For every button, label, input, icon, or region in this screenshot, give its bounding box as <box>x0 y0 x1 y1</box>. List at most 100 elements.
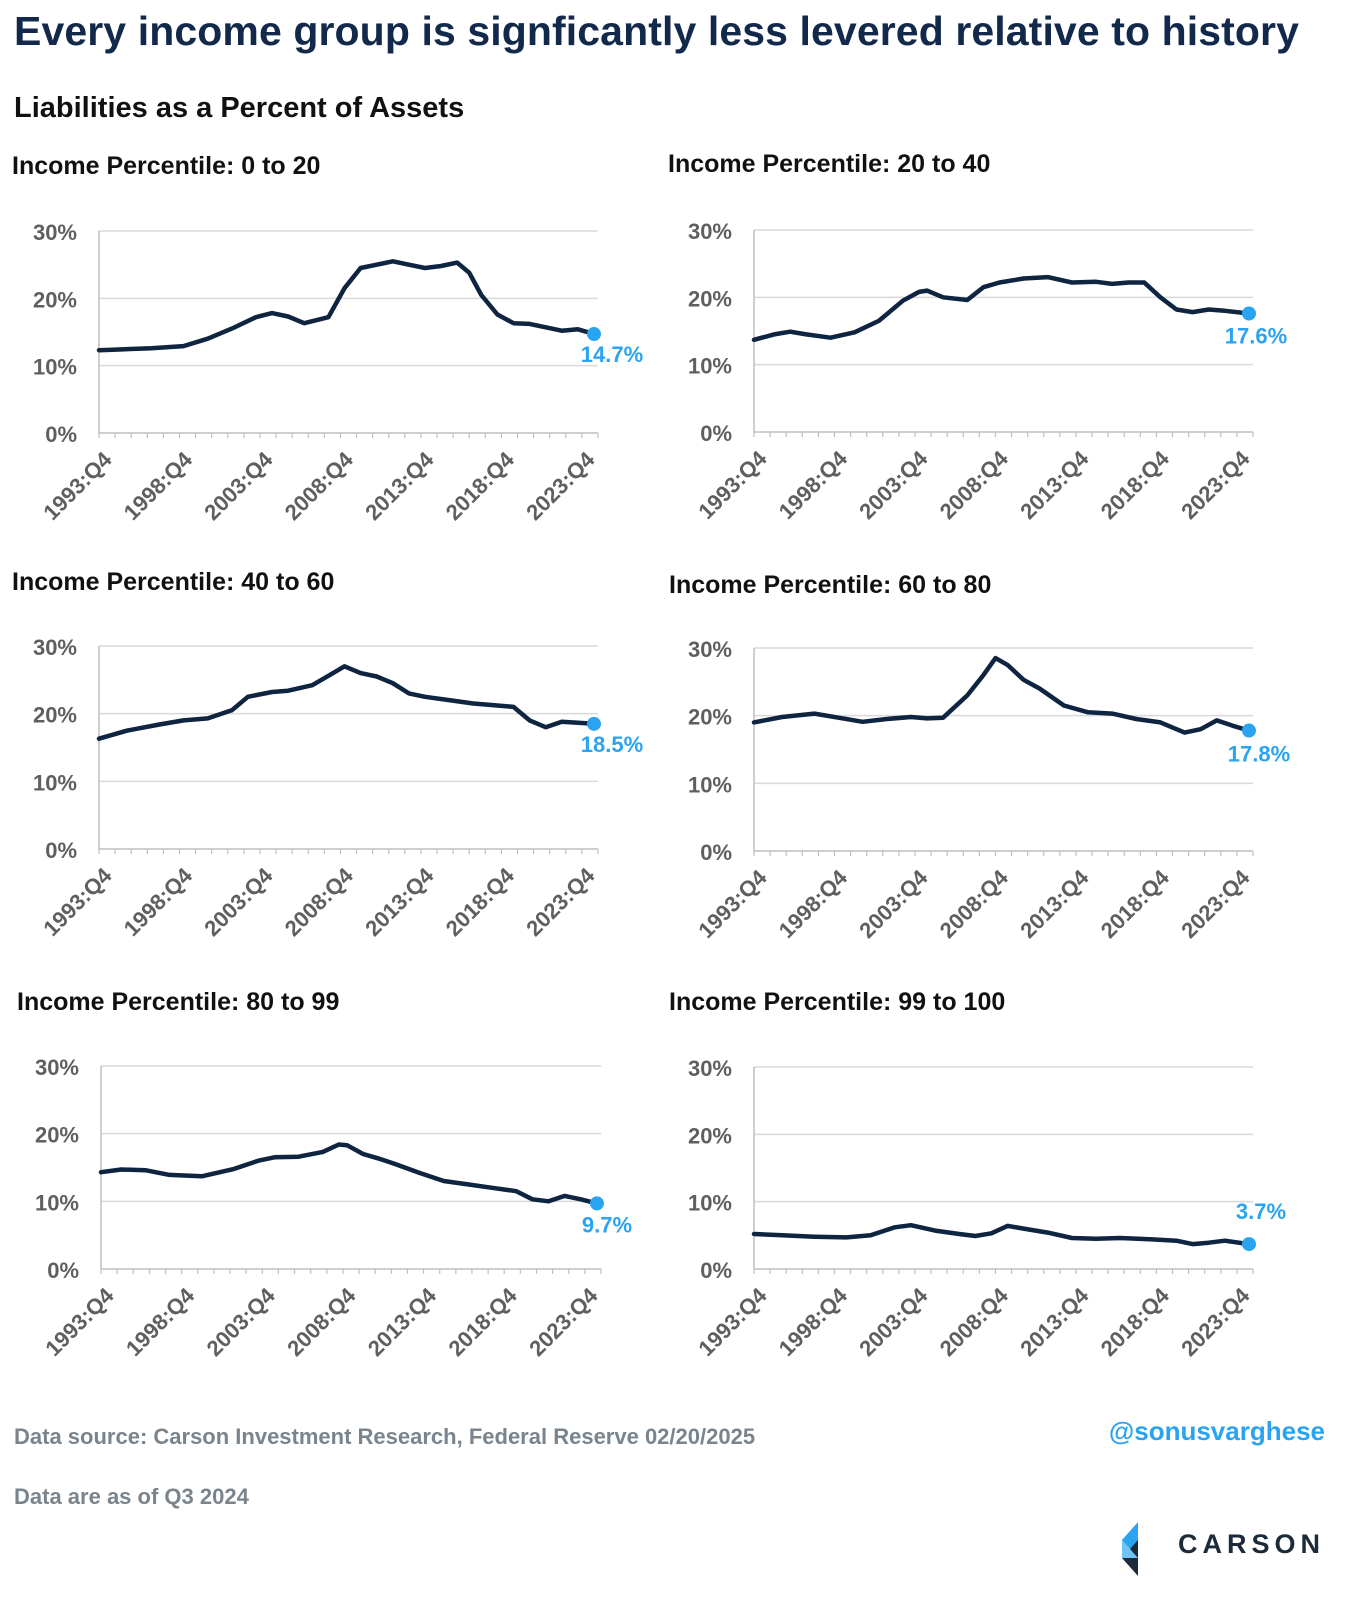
last-value-marker <box>586 716 601 731</box>
y-tick-label: 10% <box>35 1190 79 1215</box>
data-asof: Data are as of Q3 2024 <box>14 1484 249 1509</box>
y-tick-label: 10% <box>33 355 77 380</box>
x-tick-label: 1993:Q4 <box>693 445 772 524</box>
y-tick-label: 30% <box>688 637 732 662</box>
x-tick-label: 2003:Q4 <box>854 445 933 524</box>
x-tick-label: 1993:Q4 <box>693 1282 772 1361</box>
x-tick-label: 1998:Q4 <box>121 1282 200 1361</box>
x-tick-label: 2008:Q4 <box>280 862 359 941</box>
x-tick-label: 2018:Q4 <box>441 862 520 941</box>
x-tick-label: 2008:Q4 <box>282 1282 361 1361</box>
y-tick-label: 0% <box>700 1258 732 1283</box>
x-tick-label: 2023:Q4 <box>1176 1282 1255 1361</box>
y-tick-label: 30% <box>33 635 77 660</box>
y-tick-label: 0% <box>47 1258 79 1283</box>
y-tick-label: 10% <box>33 770 77 795</box>
panel-title-60-80: Income Percentile: 60 to 80 <box>669 571 992 599</box>
x-tick-label: 2018:Q4 <box>1096 445 1175 524</box>
series-line <box>751 655 1252 735</box>
y-tick-label: 20% <box>35 1123 79 1148</box>
y-tick-label: 20% <box>33 703 77 728</box>
last-value-marker <box>1241 723 1256 738</box>
series-line <box>98 1142 600 1206</box>
x-tick-label: 1993:Q4 <box>693 864 772 943</box>
x-tick-label: 1993:Q4 <box>38 862 117 941</box>
y-tick-label: 30% <box>688 1056 732 1081</box>
x-tick-label: 2003:Q4 <box>854 1282 933 1361</box>
x-tick-label: 2013:Q4 <box>360 446 439 525</box>
page-title: Every income group is signficantly less … <box>14 8 1300 54</box>
line-chart-panel: 0%10%20%30%1993:Q4 1998:Q4 2003:Q4 2008:Q4 2… <box>688 637 1290 943</box>
panel-title-0-20: Income Percentile: 0 to 20 <box>12 152 321 180</box>
y-tick-label: 10% <box>688 1191 732 1216</box>
last-value-marker <box>586 327 601 342</box>
y-tick-label: 10% <box>688 772 732 797</box>
x-tick-label: 2008:Q4 <box>935 445 1014 524</box>
x-tick-label: 2023:Q4 <box>521 446 600 525</box>
x-tick-label: 1998:Q4 <box>774 445 853 524</box>
y-tick-label: 20% <box>688 1123 732 1148</box>
y-tick-label: 30% <box>688 219 732 244</box>
carson-logo: CARSON <box>1118 1518 1338 1580</box>
x-tick-label: 2023:Q4 <box>1176 864 1255 943</box>
last-value-marker <box>589 1196 604 1211</box>
panel-title-99-100: Income Percentile: 99 to 100 <box>669 988 1006 1016</box>
line-chart-panel: 0%10%20%30%1993:Q4 1998:Q4 2003:Q4 2008:Q4 2… <box>35 1055 632 1361</box>
x-tick-label: 2013:Q4 <box>1015 1282 1094 1361</box>
x-tick-label: 2008:Q4 <box>935 864 1014 943</box>
line-chart-panel: 0%10%20%30%1993:Q4 1998:Q4 2003:Q4 2008:Q4 2… <box>688 219 1287 524</box>
data-source: Data source: Carson Investment Research,… <box>14 1424 756 1449</box>
x-tick-label: 2008:Q4 <box>280 446 359 525</box>
y-tick-label: 30% <box>35 1055 79 1080</box>
last-value-label: 9.7% <box>582 1212 632 1237</box>
x-tick-label: 2013:Q4 <box>1015 864 1094 943</box>
x-tick-label: 1998:Q4 <box>119 862 198 941</box>
last-value-marker <box>1241 1237 1256 1252</box>
x-tick-label: 1998:Q4 <box>119 446 198 525</box>
last-value-label: 18.5% <box>581 732 643 757</box>
x-tick-label: 2018:Q4 <box>441 446 520 525</box>
panel-title-80-99: Income Percentile: 80 to 99 <box>17 988 340 1016</box>
last-value-label: 14.7% <box>581 342 643 367</box>
y-tick-label: 0% <box>700 421 732 446</box>
page-subtitle: Liabilities as a Percent of Assets <box>14 92 465 124</box>
x-tick-label: 2018:Q4 <box>1096 1282 1175 1361</box>
y-tick-label: 20% <box>33 287 77 312</box>
y-tick-label: 0% <box>45 422 77 447</box>
x-tick-label: 2003:Q4 <box>199 862 278 941</box>
y-tick-label: 20% <box>688 286 732 311</box>
x-tick-label: 2003:Q4 <box>854 864 933 943</box>
x-tick-label: 2008:Q4 <box>935 1282 1014 1361</box>
x-tick-label: 2023:Q4 <box>521 862 600 941</box>
x-tick-label: 1998:Q4 <box>774 1282 853 1361</box>
x-tick-label: 2013:Q4 <box>1015 445 1094 524</box>
series-line <box>96 259 597 353</box>
author-handle[interactable]: @sonusvarghese <box>1108 1416 1325 1446</box>
x-tick-label: 2023:Q4 <box>524 1282 603 1361</box>
panel-title-20-40: Income Percentile: 20 to 40 <box>668 150 991 178</box>
chart-area: 0%10%20%30%1993:Q4 1998:Q4 2003:Q4 2008:Q4 2… <box>33 219 1290 1361</box>
series-line <box>751 1222 1252 1247</box>
line-chart-panel: 0%10%20%30%1993:Q4 1998:Q4 2003:Q4 2008:Q4 2… <box>33 220 643 525</box>
last-value-label: 3.7% <box>1236 1199 1286 1224</box>
x-tick-label: 2013:Q4 <box>360 862 439 941</box>
y-tick-label: 20% <box>688 705 732 730</box>
x-tick-label: 2018:Q4 <box>1096 864 1175 943</box>
last-value-label: 17.8% <box>1228 742 1290 767</box>
x-tick-label: 1998:Q4 <box>774 864 853 943</box>
last-value-marker <box>1241 306 1256 321</box>
y-tick-label: 10% <box>688 354 732 379</box>
x-tick-label: 1993:Q4 <box>38 446 117 525</box>
x-tick-label: 2018:Q4 <box>444 1282 523 1361</box>
carson-logo-text: CARSON <box>1178 1529 1326 1559</box>
line-chart-panel: 0%10%20%30%1993:Q4 1998:Q4 2003:Q4 2008:Q4 2… <box>688 1056 1286 1361</box>
x-tick-label: 2003:Q4 <box>199 446 278 525</box>
x-tick-label: 2013:Q4 <box>363 1282 442 1361</box>
y-tick-label: 0% <box>45 838 77 863</box>
series-line <box>96 664 597 741</box>
y-tick-label: 30% <box>33 220 77 245</box>
series-line <box>751 274 1252 343</box>
panel-title-40-60: Income Percentile: 40 to 60 <box>12 568 335 596</box>
carson-logo-mark-icon <box>1122 1522 1138 1576</box>
last-value-label: 17.6% <box>1225 323 1287 348</box>
